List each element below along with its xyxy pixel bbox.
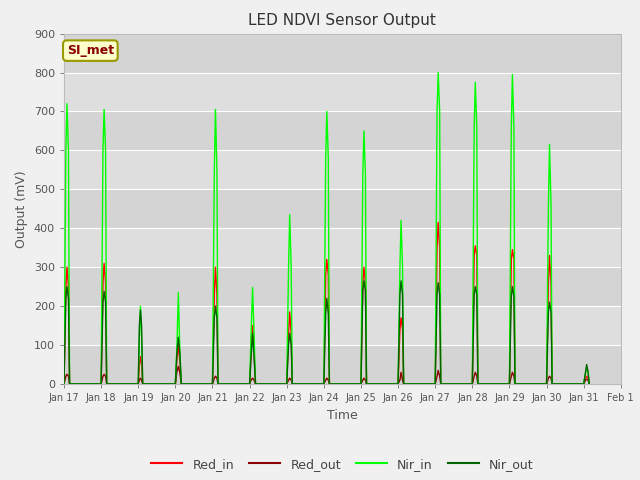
X-axis label: Time: Time	[327, 408, 358, 421]
Bar	[64, 34, 621, 72]
Bar	[64, 189, 621, 228]
Legend: Red_in, Red_out, Nir_in, Nir_out: Red_in, Red_out, Nir_in, Nir_out	[146, 453, 539, 476]
Bar	[64, 72, 621, 111]
Bar	[64, 228, 621, 267]
Bar	[64, 150, 621, 189]
Bar	[64, 345, 621, 384]
Title: LED NDVI Sensor Output: LED NDVI Sensor Output	[248, 13, 436, 28]
Text: SI_met: SI_met	[67, 44, 114, 57]
Bar	[64, 111, 621, 150]
Bar	[64, 267, 621, 306]
Y-axis label: Output (mV): Output (mV)	[15, 170, 28, 248]
Bar	[64, 306, 621, 345]
